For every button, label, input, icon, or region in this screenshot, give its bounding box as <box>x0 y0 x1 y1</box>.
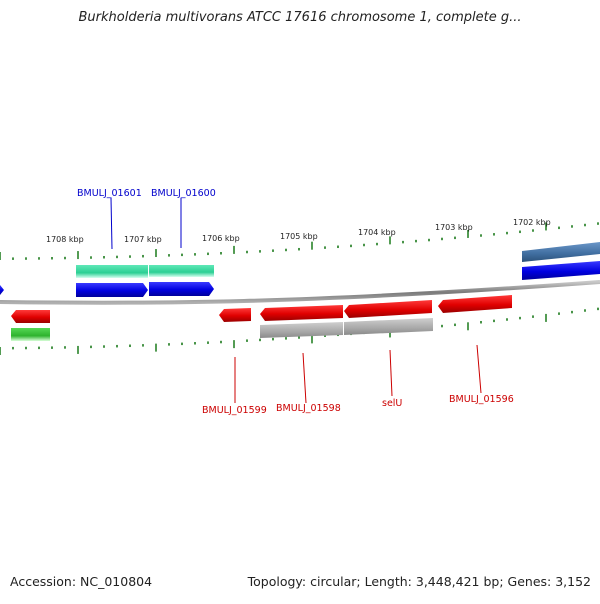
cds-feature-left-edge[interactable] <box>0 285 4 295</box>
genome-summary-text: Topology: circular; Length: 3,448,421 bp… <box>247 574 591 589</box>
kbp-label-1708: 1708 kbp <box>46 235 84 244</box>
gene-feature-gray[interactable] <box>260 322 343 338</box>
gene-label-bmulj-01601[interactable]: BMULJ_01601 <box>77 188 142 199</box>
cds-feature[interactable] <box>76 283 148 297</box>
gene-feature[interactable] <box>149 265 214 277</box>
cds-feature[interactable] <box>438 295 512 313</box>
gene-label-selu[interactable]: selU <box>382 398 402 409</box>
kbp-labels: 1708 kbp 1707 kbp 1706 kbp 1705 kbp 1704… <box>46 218 551 244</box>
gene-feature-gray[interactable] <box>344 318 433 335</box>
leader-bmulj-01601 <box>110 197 113 250</box>
leader-selu <box>389 349 393 397</box>
cds-feature[interactable] <box>260 305 343 321</box>
forward-cds-track <box>0 282 214 297</box>
gene-label-bmulj-01596[interactable]: BMULJ_01596 <box>449 394 514 405</box>
kbp-label-1703: 1703 kbp <box>435 223 473 232</box>
cds-feature[interactable] <box>149 282 214 296</box>
gene-label-bmulj-01598[interactable]: BMULJ_01598 <box>276 403 341 414</box>
leader-bmulj-01598 <box>302 352 307 404</box>
gene-label-bmulj-01599[interactable]: BMULJ_01599 <box>202 405 267 416</box>
gene-feature[interactable] <box>76 265 148 278</box>
map-title: Burkholderia multivorans ATCC 17616 chro… <box>78 10 522 25</box>
reverse-gene-track <box>11 318 433 341</box>
cds-feature[interactable] <box>11 310 50 323</box>
leader-bmulj-01596 <box>476 344 482 394</box>
accession-text: Accession: NC_010804 <box>10 574 153 589</box>
kbp-label-1705: 1705 kbp <box>280 232 318 241</box>
gene-feature-steelblue[interactable] <box>522 242 600 262</box>
label-leaders <box>110 197 482 404</box>
cds-feature[interactable] <box>219 308 251 322</box>
gene-labels: BMULJ_01601 BMULJ_01600 BMULJ_01599 BMUL… <box>77 188 514 416</box>
kbp-label-1704: 1704 kbp <box>358 228 396 237</box>
gene-label-bmulj-01600[interactable]: BMULJ_01600 <box>151 188 216 199</box>
forward-right-edge-features <box>522 242 600 280</box>
kbp-label-1702: 1702 kbp <box>513 218 551 227</box>
kbp-ticks-outer <box>0 222 599 260</box>
forward-gene-track <box>76 265 214 278</box>
chromosome-backbone <box>0 280 600 305</box>
reverse-cds-track <box>11 295 512 323</box>
kbp-label-1706: 1706 kbp <box>202 234 240 243</box>
kbp-label-1707: 1707 kbp <box>124 235 162 244</box>
gene-feature-green[interactable] <box>11 328 50 341</box>
cds-feature[interactable] <box>344 300 432 318</box>
cds-feature[interactable] <box>522 261 600 280</box>
